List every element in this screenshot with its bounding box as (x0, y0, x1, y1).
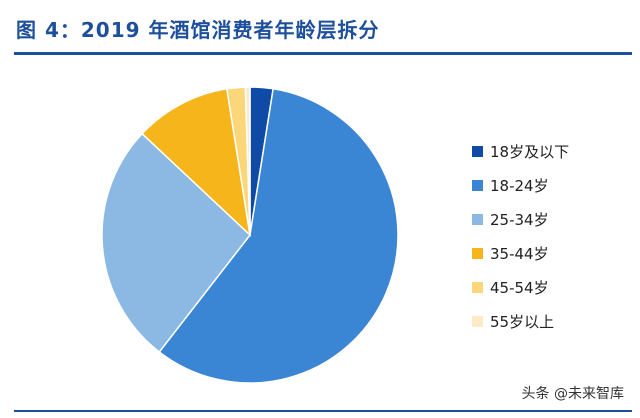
page-title: 图 4：2019 年酒馆消费者年龄层拆分 (16, 18, 380, 42)
legend-label: 35-44岁 (490, 244, 549, 263)
legend-swatch (472, 145, 483, 157)
watermark: 头条 @未来智库 (521, 386, 624, 402)
legend-item: 18岁及以下 (472, 134, 569, 168)
pie-chart (101, 86, 399, 384)
legend-label: 25-34岁 (490, 210, 549, 229)
legend-swatch (472, 213, 483, 225)
title-divider (14, 52, 632, 55)
legend-swatch (472, 281, 483, 293)
legend-label: 45-54岁 (490, 278, 549, 297)
pie-slice-5 (244, 86, 251, 236)
bottom-divider (14, 410, 632, 412)
legend-item: 55岁以上 (472, 304, 569, 338)
legend-swatch (472, 179, 483, 191)
legend-item: 35-44岁 (472, 236, 569, 270)
pie-slice-1 (158, 87, 399, 384)
legend-label: 55岁以上 (490, 312, 555, 331)
legend-item: 45-54岁 (472, 270, 569, 304)
legend-label: 18岁及以下 (490, 142, 570, 161)
legend-item: 25-34岁 (472, 202, 569, 236)
legend-swatch (472, 315, 483, 327)
legend-item: 18-24岁 (472, 168, 569, 202)
chart-legend: 18岁及以下 18-24岁 25-34岁 35-44岁 45-54岁 55岁以上 (472, 134, 569, 338)
legend-swatch (472, 247, 483, 259)
pie-slice-3 (141, 87, 252, 238)
legend-label: 18-24岁 (490, 176, 549, 195)
pie-slice-2 (101, 132, 252, 353)
